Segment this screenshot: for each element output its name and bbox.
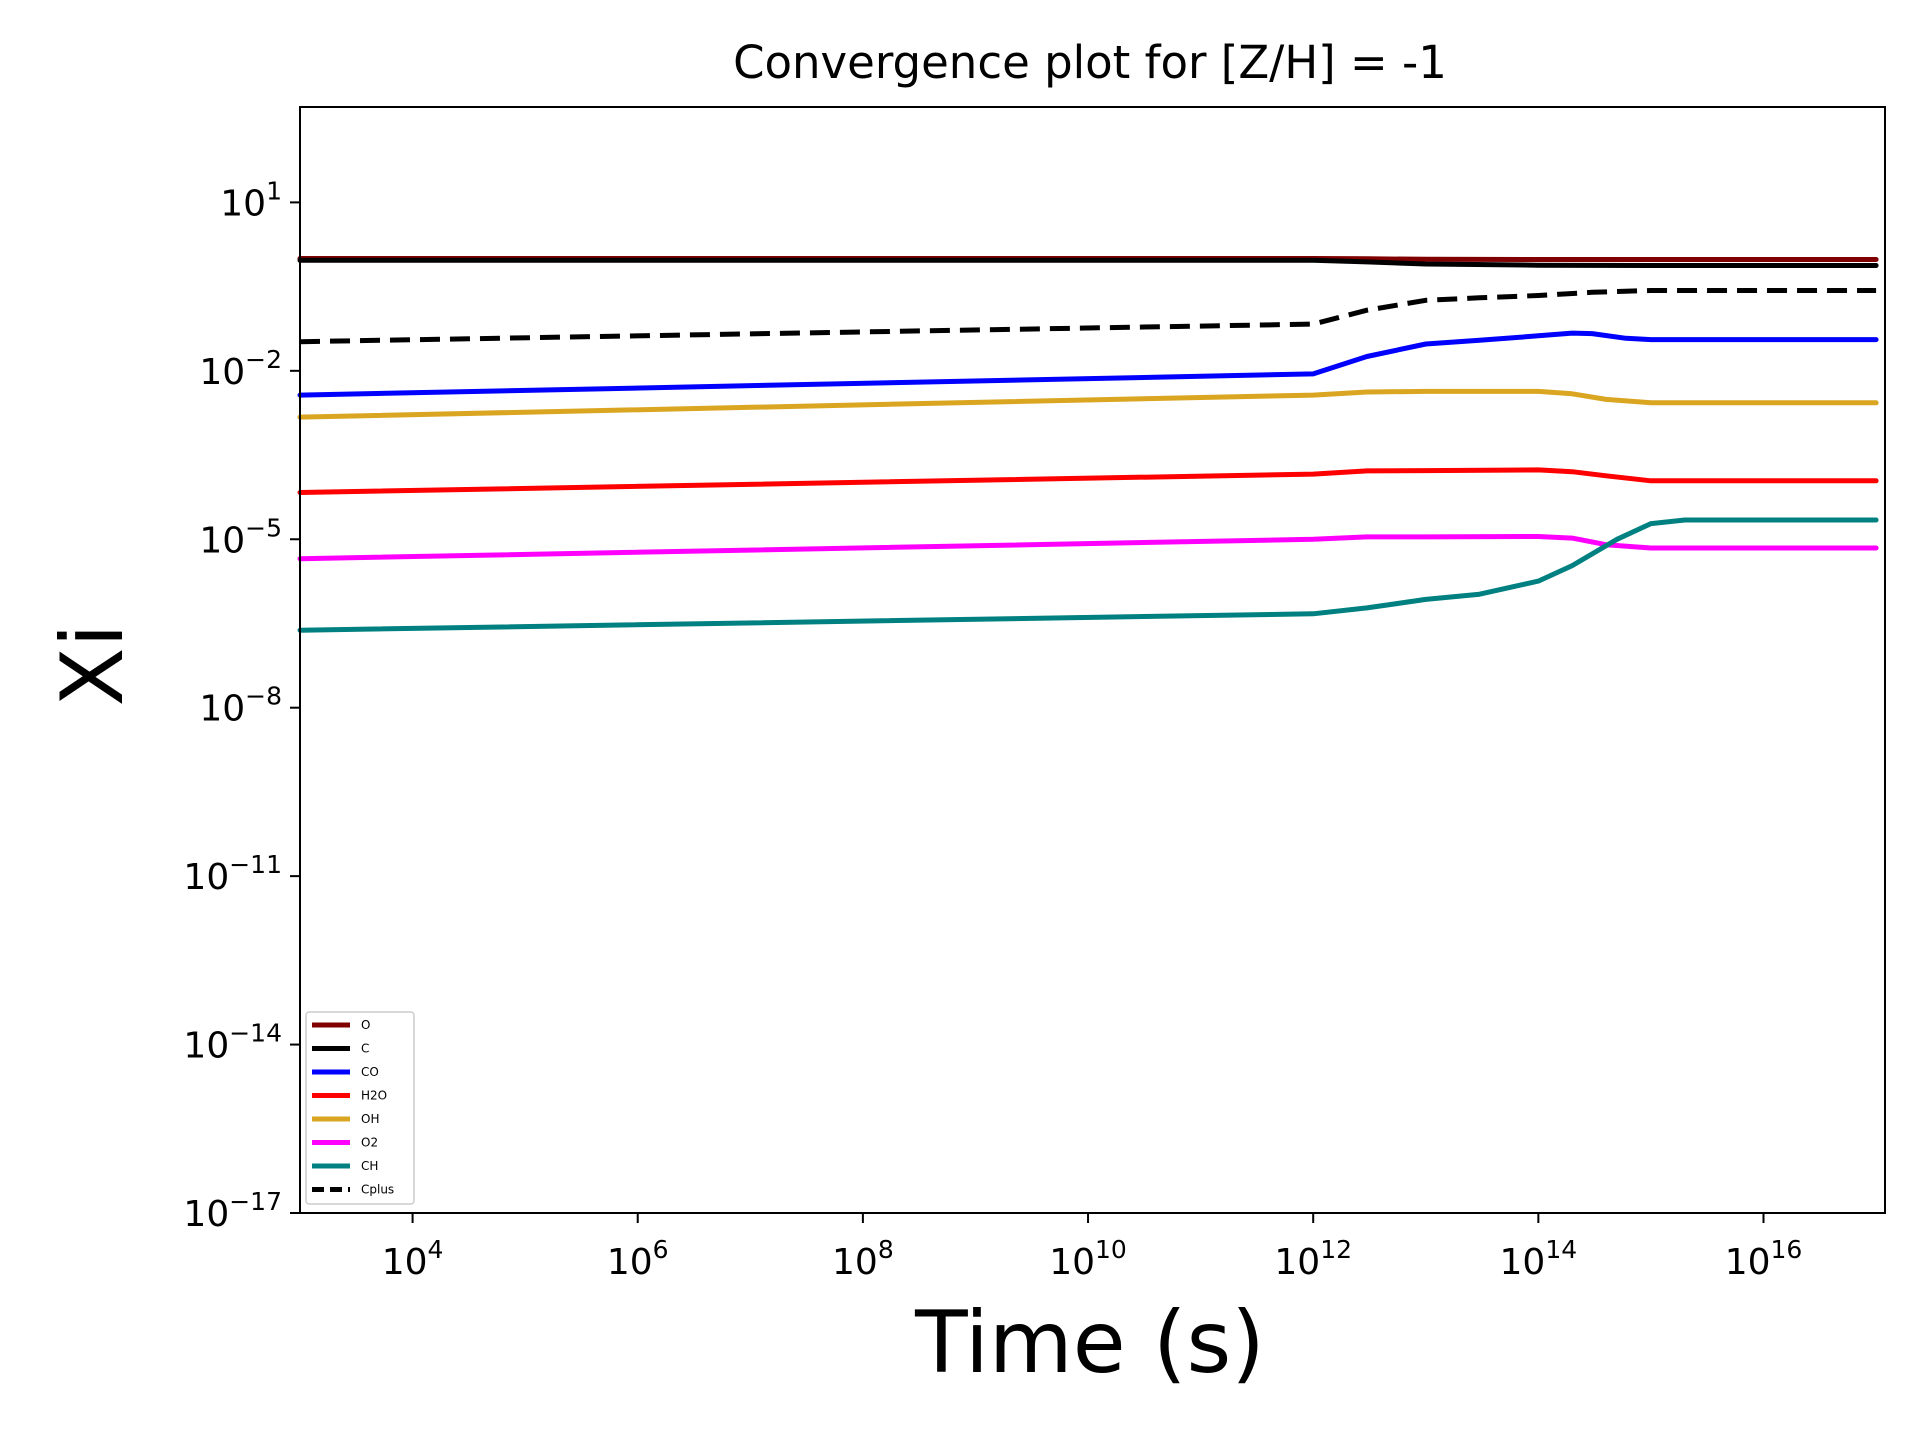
legend-label-o: O xyxy=(361,1018,370,1032)
y-tick-label: 10−2 xyxy=(199,345,282,393)
series-line-c xyxy=(297,257,1879,268)
y-axis-label: Xi xyxy=(43,624,143,707)
series-line-h2o xyxy=(297,467,1879,495)
x-tick-label: 104 xyxy=(382,1235,444,1283)
x-tick-label: 106 xyxy=(607,1235,669,1283)
x-tick-label: 1014 xyxy=(1500,1235,1578,1283)
x-tick-label: 108 xyxy=(832,1235,894,1283)
x-tick-label: 1016 xyxy=(1725,1235,1803,1283)
series-line-co xyxy=(297,330,1879,398)
y-tick-label: 10−17 xyxy=(183,1187,282,1235)
ticks-layer: 104 106 108 1010 1012 1014 1016 101 10−2 10−5 10−8… xyxy=(183,176,1802,1283)
x-tick-label: 1010 xyxy=(1049,1235,1127,1283)
legend-label-co: CO xyxy=(361,1065,379,1079)
y-tick-label: 10−14 xyxy=(183,1019,282,1067)
legend-label-cplus: Cplus xyxy=(361,1183,394,1197)
y-tick-label: 10−11 xyxy=(183,850,282,898)
x-tick-label: 1012 xyxy=(1274,1235,1352,1283)
legend-label-ch: CH xyxy=(361,1159,378,1173)
legend-box xyxy=(305,1011,415,1205)
series-line-cplus xyxy=(299,288,1877,345)
chart-title: Convergence plot for [Z/H] = -1 xyxy=(733,36,1447,89)
series-line-o2 xyxy=(297,534,1879,562)
legend: OC CO H2O OH O2 CH Cplus xyxy=(305,1011,415,1205)
legend-label-oh: OH xyxy=(361,1112,379,1126)
legend-label-h2o: H2O xyxy=(361,1089,387,1103)
legend-label-o2: O2 xyxy=(361,1136,378,1150)
plot-frame xyxy=(299,106,1886,1214)
y-tick-label: 101 xyxy=(220,176,282,224)
y-tick-label: 10−5 xyxy=(199,513,282,561)
series-line-ch xyxy=(297,517,1879,633)
y-tick-label: 10−8 xyxy=(199,682,282,730)
legend-label-c: C xyxy=(361,1042,369,1056)
series-layer xyxy=(297,256,1879,633)
series-line-oh xyxy=(297,388,1879,420)
x-axis-label: Time (s) xyxy=(914,1293,1265,1393)
